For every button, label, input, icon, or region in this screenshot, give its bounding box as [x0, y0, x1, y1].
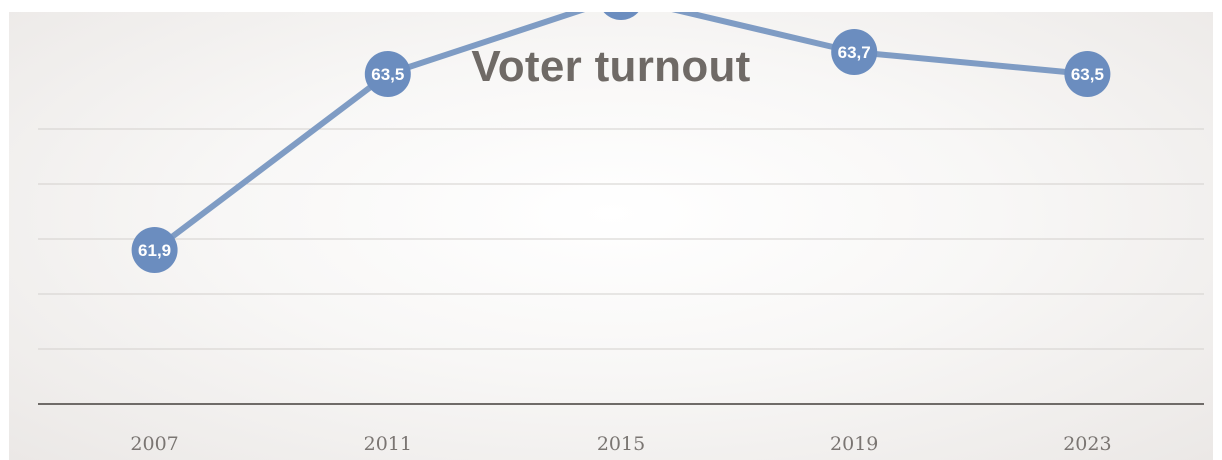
x-tick-label-2015: 2015 — [597, 433, 645, 455]
gridlines — [38, 128, 1204, 350]
x-tick-label-2019: 2019 — [830, 433, 878, 455]
x-tick-label-2007: 2007 — [130, 433, 178, 455]
data-point-2019 — [831, 29, 878, 75]
x-tick-label-2023: 2023 — [1063, 433, 1111, 455]
x-tick-label-2011: 2011 — [364, 433, 412, 455]
chart-frame: Voter turnout 61,963,564,263,763,5 20072… — [9, 12, 1213, 460]
data-point-2023 — [1064, 51, 1111, 97]
data-labels: 61,963,564,263,763,5 — [138, 43, 1104, 260]
series — [131, 12, 1111, 273]
data-point-2015 — [603, 12, 639, 20]
data-label-2019: 63,7 — [838, 43, 871, 62]
data-point-2007 — [131, 227, 178, 273]
data-label-2007: 61,9 — [138, 241, 171, 260]
data-label-2023: 63,5 — [1071, 65, 1104, 84]
x-tick-labels: 2007 2011 2015 2019 2023 — [130, 433, 1111, 455]
data-label-2011: 63,5 — [371, 65, 404, 84]
data-point-2011 — [364, 51, 411, 97]
line-chart: 61,963,564,263,763,5 2007201120152019202… — [38, 12, 1204, 455]
series-line — [151, 12, 1091, 253]
chart-title: Voter turnout — [471, 42, 751, 91]
